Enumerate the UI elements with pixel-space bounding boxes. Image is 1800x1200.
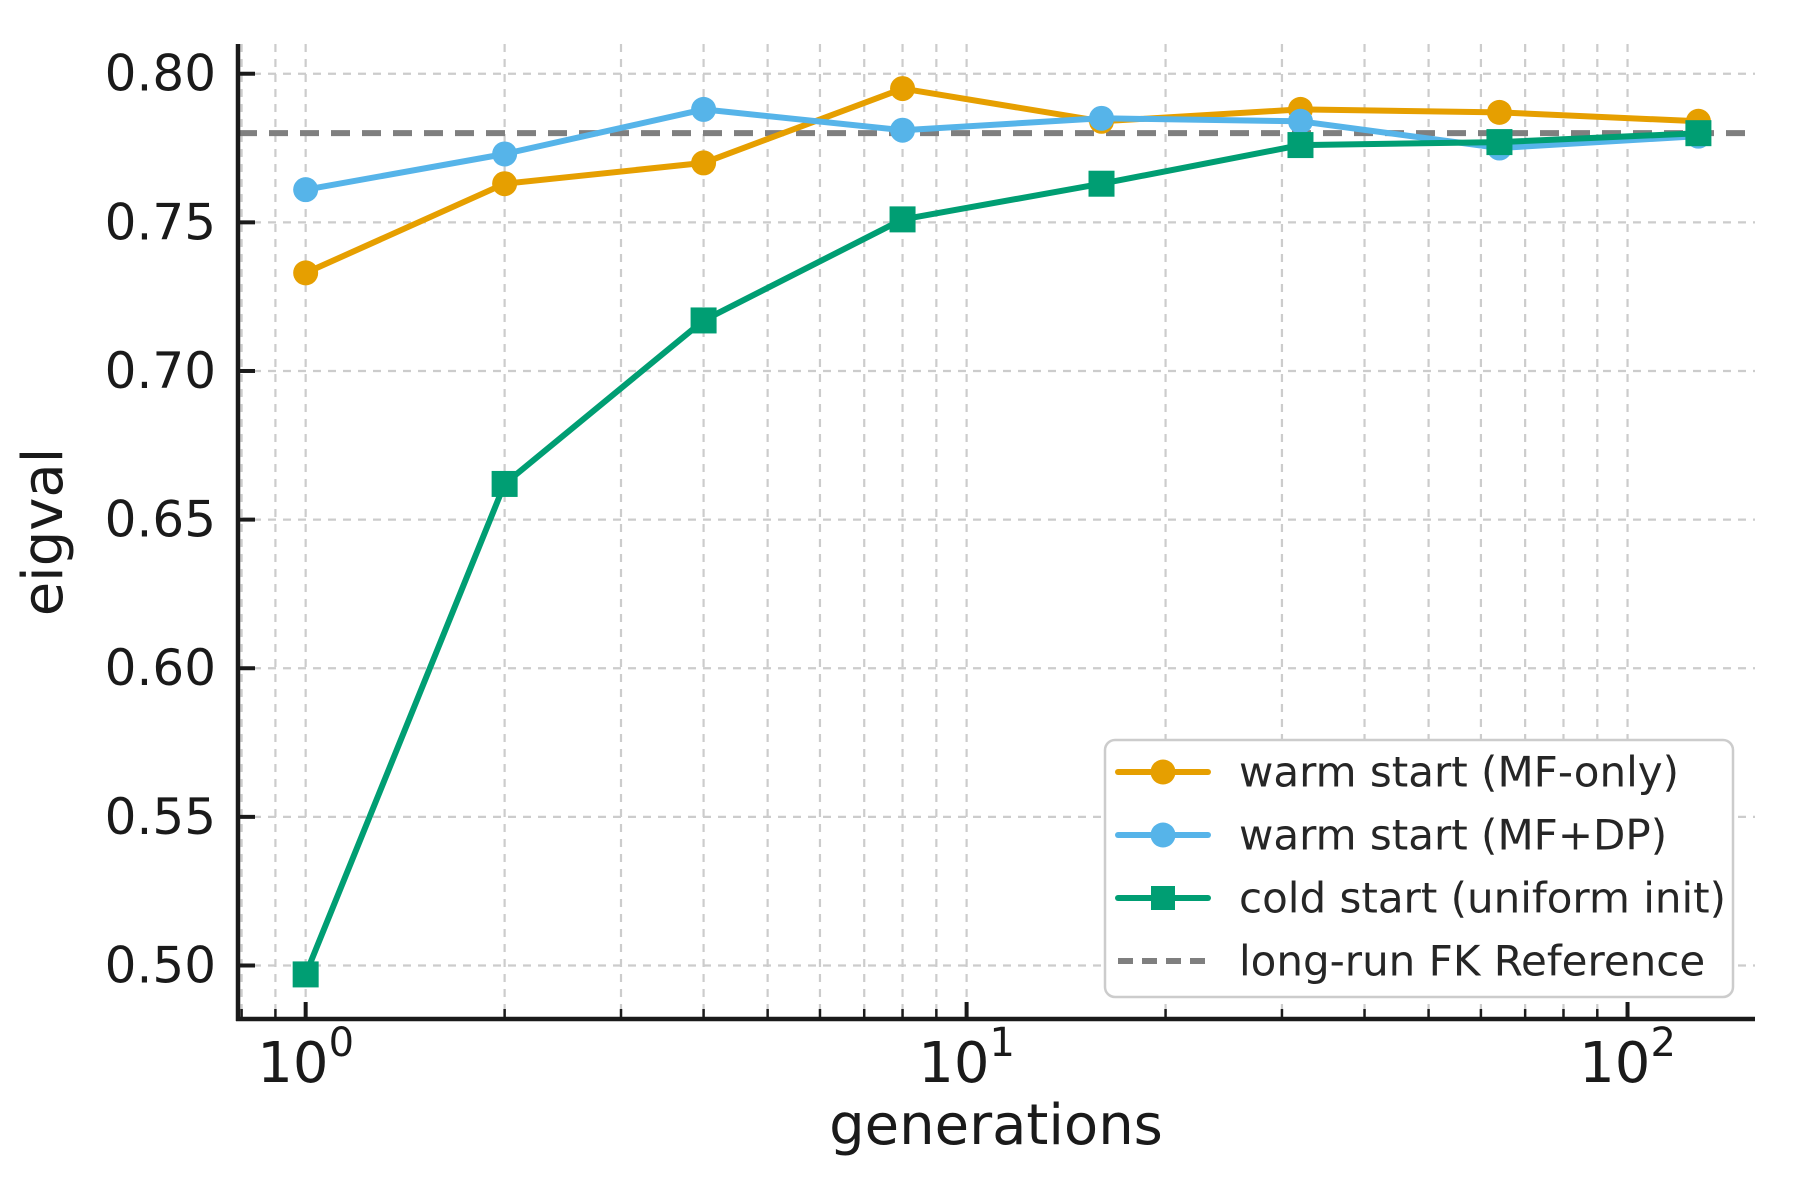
data-point-series2-x32 bbox=[1287, 132, 1314, 159]
data-point-series2-x16 bbox=[1088, 170, 1115, 197]
y-axis-label: eigval bbox=[11, 448, 76, 617]
data-point-series1-x32 bbox=[1287, 108, 1313, 134]
legend-marker-square-2 bbox=[1151, 886, 1175, 910]
data-point-series0-x64 bbox=[1486, 99, 1512, 125]
y-tick-label-0.65: 0.65 bbox=[105, 491, 216, 549]
y-tick-label-0.70: 0.70 bbox=[105, 342, 216, 400]
data-point-series2-x1 bbox=[292, 961, 319, 988]
y-tick-label-0.60: 0.60 bbox=[105, 639, 216, 697]
legend-label-3: long-run FK Reference bbox=[1239, 937, 1705, 986]
data-point-series2-x2 bbox=[491, 470, 518, 497]
data-point-series2-x64 bbox=[1486, 129, 1513, 156]
x-axis-label: generations bbox=[829, 1093, 1163, 1158]
legend-marker-circle-1 bbox=[1150, 822, 1176, 848]
legend: warm start (MF-only) warm start (MF+DP) co… bbox=[1103, 738, 1735, 999]
data-point-series2-x8 bbox=[889, 206, 916, 233]
y-tick-label-0.55: 0.55 bbox=[105, 788, 216, 846]
legend-label-1: warm start (MF+DP) bbox=[1239, 811, 1667, 860]
data-point-series1-x4 bbox=[691, 96, 717, 122]
series-line-0 bbox=[302, 85, 1702, 276]
data-point-series1-x8 bbox=[890, 117, 916, 143]
axes-layer bbox=[235, 44, 1755, 1022]
data-point-series0-x1 bbox=[293, 260, 319, 286]
data-point-series1-x16 bbox=[1089, 105, 1115, 131]
y-tick-label-0.80: 0.80 bbox=[105, 45, 216, 103]
data-point-series0-x4 bbox=[691, 150, 717, 176]
data-point-series1-x1 bbox=[293, 177, 319, 203]
data-point-series0-x2 bbox=[492, 171, 518, 197]
y-tick-label-0.75: 0.75 bbox=[105, 193, 216, 251]
legend-box bbox=[1103, 738, 1735, 999]
series-layer bbox=[292, 76, 1712, 988]
x-tick-exponent: 1 bbox=[990, 1020, 1015, 1066]
legend-marker-circle-0 bbox=[1150, 759, 1176, 785]
x-tick-label-10e1: 101 bbox=[918, 1020, 1015, 1096]
x-tick-exponent: 0 bbox=[329, 1020, 354, 1066]
data-point-series1-x2 bbox=[492, 141, 518, 167]
x-tick-exponent: 2 bbox=[1650, 1020, 1675, 1066]
x-tick-label-10e0: 100 bbox=[257, 1020, 354, 1096]
series-line-2 bbox=[302, 130, 1702, 978]
data-point-series0-x8 bbox=[890, 76, 916, 102]
x-tick-label-10e2: 102 bbox=[1579, 1020, 1676, 1096]
legend-label-2: cold start (uniform init) bbox=[1239, 874, 1726, 923]
legend-label-0: warm start (MF-only) bbox=[1239, 748, 1679, 797]
y-tick-label-0.50: 0.50 bbox=[105, 936, 216, 994]
data-point-series2-x128 bbox=[1685, 120, 1712, 147]
data-point-series2-x4 bbox=[690, 307, 717, 334]
